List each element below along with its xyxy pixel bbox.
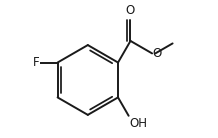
Text: O: O — [153, 47, 162, 60]
Text: F: F — [33, 56, 39, 69]
Text: O: O — [126, 4, 135, 17]
Text: OH: OH — [129, 117, 147, 130]
